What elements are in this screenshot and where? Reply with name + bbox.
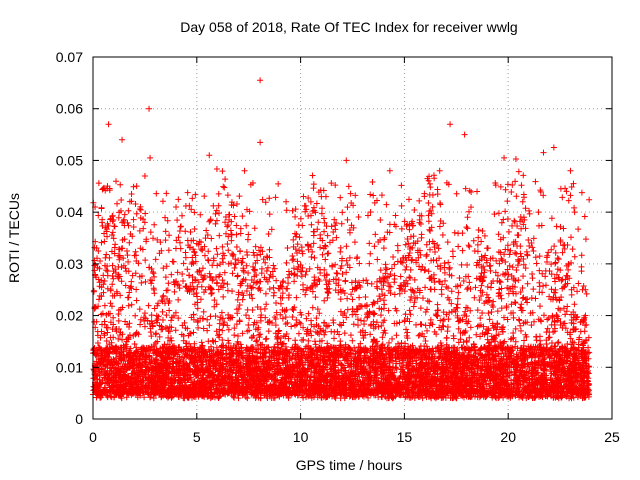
data-point [502,208,509,215]
data-point [546,334,553,341]
data-point [313,200,320,207]
data-point [230,393,237,400]
data-point [142,257,149,264]
data-point [180,277,187,284]
data-point [393,332,400,339]
data-point [107,393,114,400]
data-point [163,312,170,319]
data-points [90,77,593,402]
data-point [386,346,393,353]
data-point [236,301,243,308]
data-point [300,394,307,401]
data-point [208,235,215,242]
data-point [210,202,217,209]
data-point [542,282,549,289]
data-point [425,268,432,275]
data-point [212,220,219,227]
data-point [233,244,240,251]
data-point [182,249,189,256]
data-point [113,360,120,367]
data-point [423,241,430,248]
data-point [107,300,114,307]
chart-title: Day 058 of 2018, Rate Of TEC Index for r… [180,19,517,35]
data-point [231,265,238,272]
data-point [552,249,559,256]
data-point [265,328,272,335]
data-point [219,277,226,284]
data-point [219,168,226,175]
data-point [536,253,543,260]
data-point [130,224,137,231]
data-point [273,277,280,284]
data-point [204,316,211,323]
data-point [98,239,105,246]
data-point [101,302,108,309]
data-point [262,336,269,343]
data-point [522,205,529,212]
data-point [454,295,461,302]
data-point [229,288,236,295]
data-point [347,332,354,339]
data-point [175,296,182,303]
data-point [324,361,331,368]
data-point [288,323,295,330]
data-point [139,373,146,380]
data-point [476,347,483,354]
data-point [529,244,536,251]
data-point [276,327,283,334]
data-point [200,308,207,315]
data-point [434,301,441,308]
data-point [350,321,357,328]
grid-lines [93,57,612,419]
data-point [349,296,356,303]
data-point [344,216,351,223]
data-point [389,335,396,342]
data-point [435,245,442,252]
data-point [267,353,274,360]
data-point [253,393,260,400]
data-point [427,227,434,234]
data-point [513,193,520,200]
data-point [168,317,175,324]
data-point [314,306,321,313]
data-point [321,331,328,338]
data-point [462,308,469,315]
data-point [424,297,431,304]
